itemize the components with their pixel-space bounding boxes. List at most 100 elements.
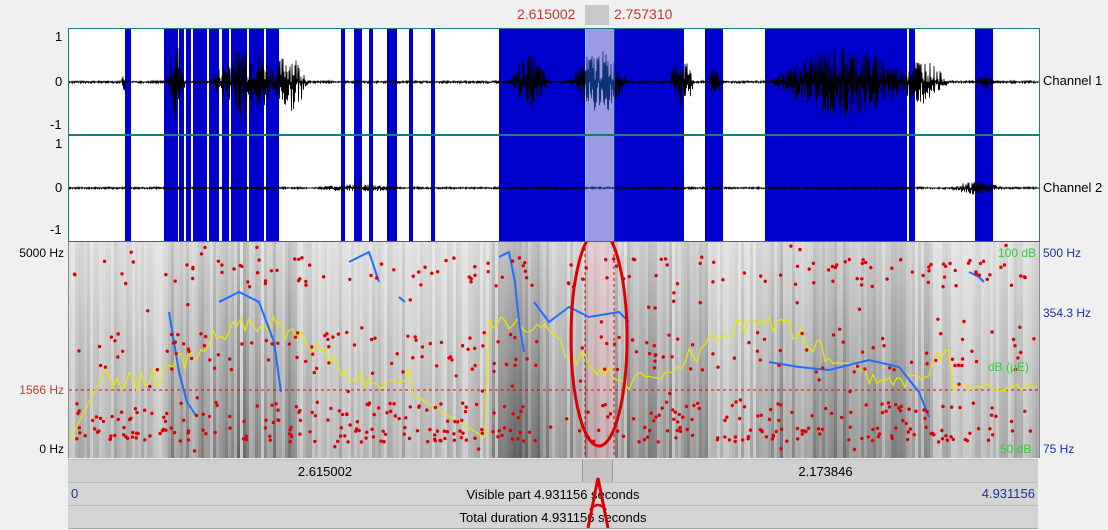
formant-point [954,284,958,288]
formant-point [186,438,191,442]
formant-point [109,434,113,438]
formant-point [597,428,601,432]
formant-point [459,435,463,440]
formant-point [228,357,232,361]
total-duration-label: Total duration 4.931156 seconds [459,509,647,525]
right-span-cell[interactable]: 2.173846 [613,460,1038,482]
formant-point [97,344,102,349]
formant-point [770,437,775,441]
formant-point [725,415,729,419]
formant-point [142,408,147,412]
spectrogram-panel[interactable] [68,242,1040,458]
formant-point [904,421,908,426]
formant-point [473,436,477,440]
formant-point [989,413,994,417]
formant-point [377,406,381,410]
formant-point [681,415,685,419]
formant-point [406,334,410,338]
formant-point [420,355,424,359]
formant-point [414,338,418,342]
formant-point [263,279,268,283]
formant-point [1018,325,1022,329]
spectrogram-plot [69,242,1039,458]
formant-point [442,429,447,433]
formant-point [191,276,195,281]
visible-part-bar[interactable]: 0 Visible part 4.931156 seconds 4.931156 [68,482,1038,506]
formant-point [288,439,292,444]
formant-point [747,340,751,345]
formant-point [370,371,375,375]
formant-point [880,410,885,415]
formant-point [927,269,931,273]
formant-point [263,426,268,430]
formant-point [723,435,727,439]
formant-point [430,271,434,275]
formant-point [716,365,720,369]
formant-point [534,363,538,367]
formant-point [603,403,607,407]
formant-point [860,277,864,281]
formant-point [463,409,468,414]
formant-point [907,407,911,411]
formant-point [445,419,450,423]
formant-point [443,436,447,441]
formant-point [298,432,302,436]
formant-point [949,405,954,409]
formant-point [767,417,772,422]
formant-point [415,429,420,433]
formant-point [805,348,809,352]
time-span-bar[interactable]: 2.615002 2.173846 [68,459,1038,483]
formant-point [824,406,828,411]
formant-point [178,439,182,443]
formant-point [365,402,369,407]
formant-point [308,430,312,434]
formant-point [926,280,930,285]
visible-start-value: 0 [71,486,79,501]
formant-point [315,400,319,404]
selection-span-cell[interactable] [583,460,613,482]
formant-point [439,402,443,406]
formant-point [565,417,569,421]
formant-point [331,335,335,339]
waveform-panel[interactable] [68,28,1040,242]
formant-point [871,427,875,432]
formant-point [615,367,620,372]
formant-point [779,447,783,451]
formant-point [608,412,613,416]
formant-point [469,280,473,284]
left-span-cell[interactable]: 2.615002 [68,460,583,482]
formant-point [733,439,737,444]
formant-point [216,259,221,263]
formant-point [860,350,865,354]
ch2-tick-mid: 0 [55,180,63,195]
selection-marker[interactable] [585,5,609,25]
total-duration-bar[interactable]: Total duration 4.931156 seconds [68,505,1038,529]
formant-point [336,332,341,336]
formant-point [700,368,705,372]
formant-point [665,263,669,267]
formant-point [810,414,814,418]
formant-point [999,265,1003,269]
formant-point [271,420,276,425]
formant-point [385,411,389,415]
pitch-mid-label: 354.3 Hz [1043,306,1092,320]
formant-point [408,405,412,409]
formant-point [103,365,108,369]
formant-point [806,426,811,430]
formant-point [976,427,981,431]
formant-point [863,367,867,371]
formant-point [599,335,603,339]
formant-point [516,437,520,441]
formant-point [807,267,811,271]
formant-point [657,413,661,417]
formant-point [789,244,793,248]
formant-point [186,431,190,435]
formant-point [530,283,534,287]
formant-point [270,403,274,407]
formant-point [748,428,753,432]
formant-point [257,258,261,262]
formant-point [908,427,912,431]
formant-point [160,429,165,433]
formant-point [741,438,745,442]
formant-point [346,389,350,394]
